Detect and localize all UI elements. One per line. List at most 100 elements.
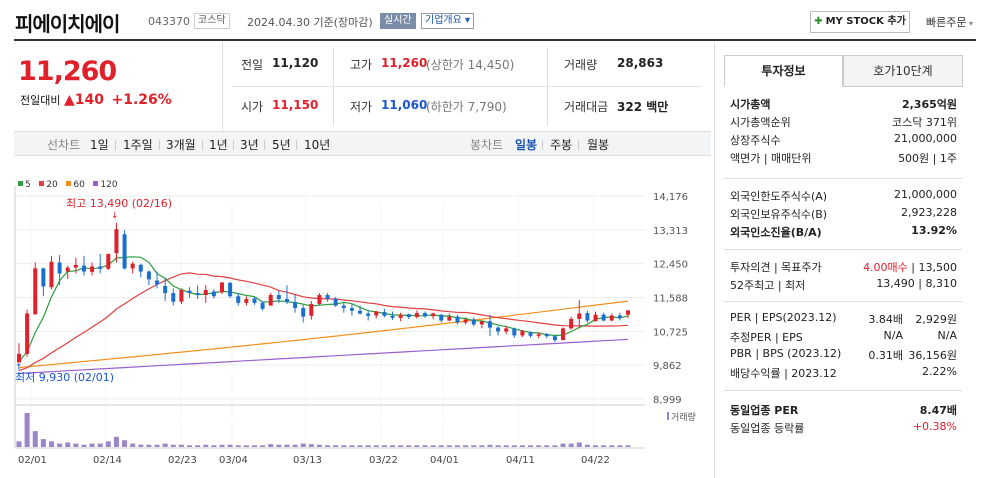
- volume-bar: [454, 445, 460, 447]
- period-weekly[interactable]: 주봉: [550, 138, 573, 152]
- candle-body: [390, 315, 395, 318]
- section-divider: [724, 178, 962, 179]
- volume-bar: [227, 444, 233, 447]
- divider: [264, 140, 265, 150]
- info-label: PER | EPS(2023.12): [730, 311, 837, 324]
- ma120-swatch: [93, 181, 99, 186]
- volume-bar: [146, 444, 152, 447]
- info-label: 배당수익률 | 2023.12: [730, 367, 837, 380]
- stock-name: 피에이치에이: [15, 12, 120, 36]
- y-tick-label: 9,862: [653, 361, 682, 372]
- volume-bar: [325, 445, 331, 447]
- upper-limit: (상한가 14,450): [426, 58, 515, 72]
- period-daily[interactable]: 일봉: [515, 138, 538, 152]
- volume-bar: [422, 445, 428, 447]
- candle-body: [187, 290, 192, 294]
- prev-close-value: 11,120: [272, 56, 319, 70]
- info-value: 21,000,000: [894, 132, 957, 145]
- volume-bar: [430, 445, 436, 447]
- tab-investment-info[interactable]: 투자정보: [724, 55, 843, 87]
- row-divider: [232, 86, 702, 87]
- volume-bar: [584, 444, 590, 447]
- realtime-badge[interactable]: 실시간: [380, 13, 416, 29]
- plus-icon: ✚: [814, 16, 823, 27]
- info-label: 투자의견 | 목표주가: [730, 261, 822, 274]
- prev-close-label: 전일: [241, 58, 264, 72]
- current-price: 11,260: [18, 56, 117, 87]
- volume-bar: [243, 445, 249, 447]
- period-3m[interactable]: 3개월: [166, 138, 196, 152]
- volume-bar: [552, 445, 558, 447]
- amount-value: 322 백만: [617, 100, 669, 114]
- candle-body: [244, 298, 249, 303]
- x-tick-label: 03/13: [293, 455, 322, 466]
- candle-body: [479, 321, 484, 325]
- ma20-swatch: [39, 181, 45, 186]
- volume-bar: [560, 443, 566, 447]
- candle-body: [179, 289, 184, 302]
- volume-bar: [609, 445, 615, 447]
- volume-bar: [113, 436, 119, 447]
- volume-bar: [24, 413, 30, 447]
- info-label: PBR | BPS (2023.12): [730, 347, 842, 360]
- period-5y[interactable]: 5년: [272, 138, 291, 152]
- candle-body: [447, 316, 452, 321]
- quick-order-link[interactable]: 빠른주문 ▾: [926, 16, 974, 29]
- divider: [547, 48, 548, 126]
- info-value: 8.47배: [919, 404, 957, 417]
- volume-bar: [519, 445, 525, 447]
- volume-bar: [65, 442, 71, 447]
- candle-body: [455, 316, 460, 323]
- y-tick-label: 10,725: [653, 327, 688, 338]
- period-monthly[interactable]: 월봉: [587, 138, 610, 152]
- volume-bar: [333, 445, 339, 447]
- candle-body: [520, 331, 525, 336]
- info-label: 외국인소진율(B/A): [730, 226, 822, 239]
- candle-body: [317, 295, 322, 305]
- volume-bar: [373, 445, 379, 447]
- info-value: 코스닥 371위: [892, 116, 957, 129]
- candle-body: [171, 293, 176, 302]
- volume-bar: [406, 445, 412, 447]
- volume-bar: [593, 445, 599, 447]
- price-chart[interactable]: 14,176 13,313 12,450 11,588 10,725 9,862 8,999…: [0, 186, 712, 478]
- low-annotation: 최저 9,930 (02/01): [15, 371, 114, 384]
- info-label: 외국인보유주식수(B): [730, 208, 828, 221]
- divider: [233, 140, 234, 150]
- my-stock-add-button[interactable]: ✚ MY STOCK 추가: [810, 11, 910, 33]
- candle-chart-label[interactable]: 봉차트: [470, 138, 504, 152]
- candle-body: [561, 328, 566, 341]
- volume-bar: [251, 445, 257, 447]
- volume-bar: [487, 444, 493, 447]
- y-tick-label: 14,176: [653, 192, 688, 203]
- info-value: 2,923,228: [901, 206, 957, 219]
- info-value: 4.00매수 | 13,500: [863, 261, 957, 274]
- candle-body: [114, 229, 119, 254]
- volume-bar: [154, 444, 160, 447]
- low-label: 저가: [350, 100, 373, 114]
- candle-body: [569, 318, 574, 329]
- info-value: 0.31배: [868, 349, 903, 362]
- volume-bar: [130, 443, 136, 447]
- volume-bar: [260, 445, 266, 447]
- candle-body: [341, 305, 346, 308]
- volume-bar: [390, 445, 396, 447]
- candle-body: [593, 314, 598, 322]
- change-value: ▲140: [63, 92, 104, 108]
- period-3y[interactable]: 3년: [240, 138, 259, 152]
- candle-body: [601, 314, 606, 321]
- period-10y[interactable]: 10년: [304, 138, 331, 152]
- tab-order-book[interactable]: 호가10단계: [843, 55, 963, 87]
- candle-body: [349, 307, 354, 311]
- period-1y[interactable]: 1년: [209, 138, 228, 152]
- candle-body: [146, 271, 151, 280]
- header-divider: [14, 39, 976, 41]
- company-info-dropdown[interactable]: 기업개요 ▾: [421, 13, 474, 29]
- line-chart-label[interactable]: 선차트: [47, 138, 81, 152]
- candle-body: [195, 293, 200, 296]
- period-1w[interactable]: 1주일: [123, 138, 153, 152]
- candle-body: [552, 336, 557, 341]
- y-tick-label: 8,999: [653, 395, 682, 406]
- period-1d[interactable]: 1일: [90, 138, 109, 152]
- x-tick-label: 02/01: [18, 455, 47, 466]
